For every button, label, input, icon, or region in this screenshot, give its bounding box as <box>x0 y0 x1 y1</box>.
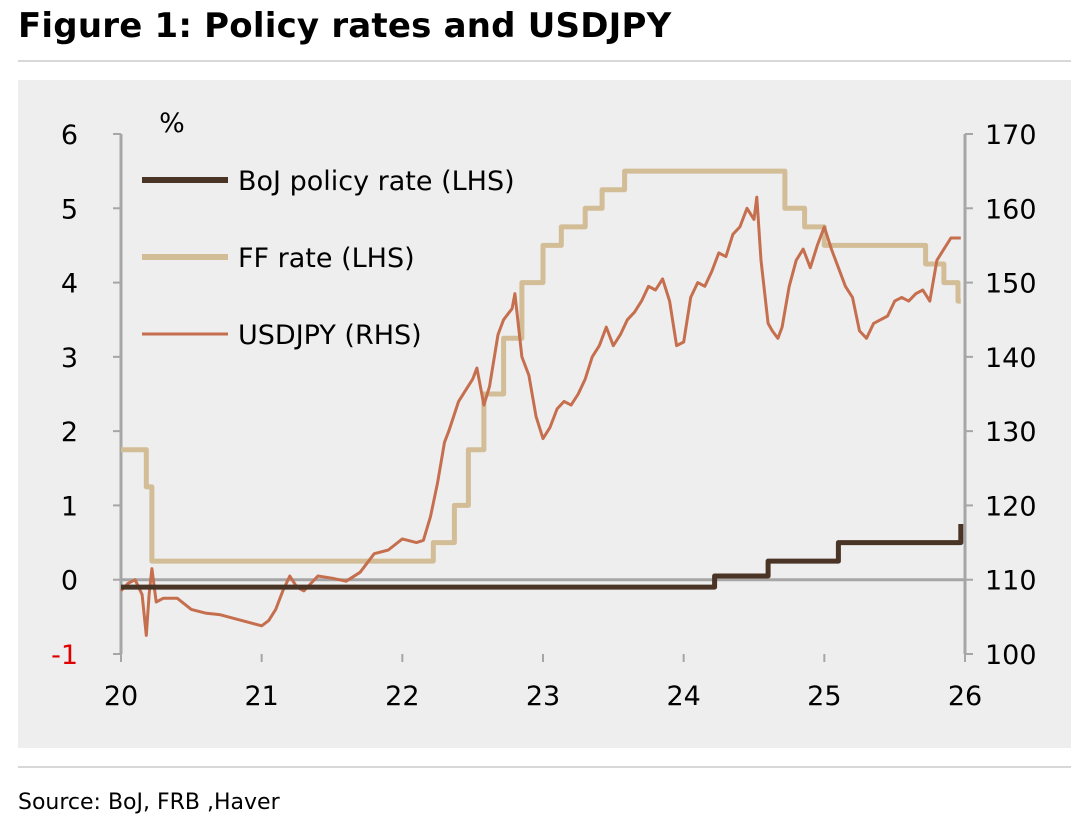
source-divider <box>18 766 1071 768</box>
x-tick-label: 22 <box>385 681 419 712</box>
chart-panel <box>18 80 1071 748</box>
left-tick-label: 1 <box>61 491 78 522</box>
right-tick-label: 170 <box>985 120 1037 151</box>
x-axis-ticks: 20 21 22 23 24 25 26 <box>104 654 982 712</box>
legend-label-ff: FF rate (LHS) <box>238 243 415 274</box>
figure-title: Figure 1: Policy rates and USDJPY <box>18 6 672 46</box>
legend-label-boj: BoJ policy rate (LHS) <box>238 166 515 197</box>
x-tick-label: 26 <box>948 681 982 712</box>
x-tick-label: 24 <box>666 681 700 712</box>
left-tick-label: 4 <box>61 269 78 300</box>
x-tick-label: 21 <box>244 681 278 712</box>
left-tick-label: 6 <box>61 120 78 151</box>
left-axis-label: % <box>159 108 185 139</box>
left-axis-ticks: -1 0 1 2 3 4 5 6 <box>51 120 121 671</box>
left-tick-label: 0 <box>61 566 78 597</box>
source-note: Source: BoJ, FRB ,Haver <box>18 790 280 815</box>
x-tick-label: 25 <box>807 681 841 712</box>
title-divider <box>18 60 1071 62</box>
right-tick-label: 140 <box>985 343 1037 374</box>
chart-axes <box>119 134 967 654</box>
series-layer <box>119 168 964 637</box>
x-tick-label: 20 <box>104 681 138 712</box>
right-tick-label: 110 <box>985 566 1037 597</box>
left-tick-label: 3 <box>61 343 78 374</box>
right-tick-label: 130 <box>985 417 1037 448</box>
right-tick-label: 160 <box>985 194 1037 225</box>
right-tick-label: 150 <box>985 269 1037 300</box>
chart-legend: BoJ policy rate (LHS) FF rate (LHS) USDJPY… <box>142 166 515 351</box>
right-axis-ticks: 100 110 120 130 140 150 160 170 <box>965 120 1037 671</box>
right-tick-label: 120 <box>985 491 1037 522</box>
left-tick-label: 2 <box>61 417 78 448</box>
boj-policy-rate-line <box>121 524 964 590</box>
legend-label-usdjpy: USDJPY (RHS) <box>238 320 422 351</box>
left-tick-label: -1 <box>51 640 78 671</box>
x-tick-label: 23 <box>526 681 560 712</box>
ff-rate-line <box>121 168 961 564</box>
left-tick-label: 5 <box>61 194 78 225</box>
right-tick-label: 100 <box>985 640 1037 671</box>
